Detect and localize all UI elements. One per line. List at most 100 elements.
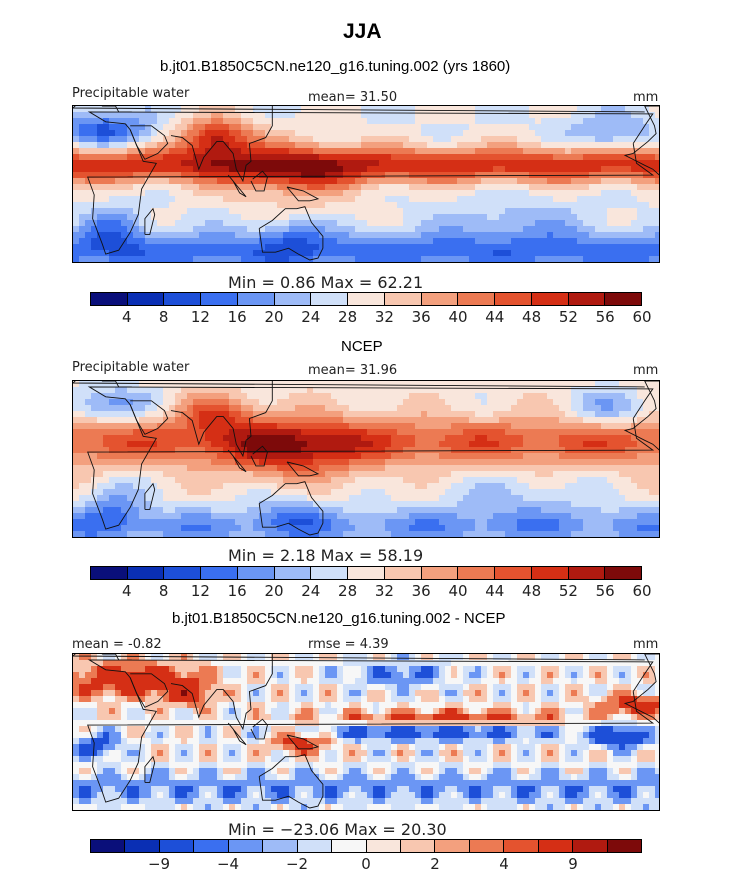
field-cell [229,154,236,161]
field-cell [577,399,584,406]
field-cell [145,465,152,472]
field-cell [193,136,200,143]
field-cell [469,471,476,478]
field-cell [655,244,659,251]
field-cell [583,405,590,412]
field-cell [427,453,434,460]
field-cell [331,399,338,406]
field-cell [427,250,434,257]
field-cell [187,190,194,197]
field-cell [625,160,632,167]
field-cell [139,495,146,502]
field-cell [205,178,212,185]
field-cell [565,220,572,227]
field-cell [601,417,608,424]
field-cell [475,465,482,472]
field-cell [589,208,596,215]
field-cell [277,262,284,263]
field-cell [451,190,458,197]
field-cell [139,136,146,143]
field-cell [181,214,188,221]
field-cell [553,489,560,496]
field-cell [355,142,362,149]
field-cell [73,130,80,137]
field-cell [589,381,596,388]
field-cell [145,238,152,245]
field-cell [115,184,122,191]
field-cell [541,112,548,119]
field-cell [415,118,422,125]
field-cell [181,208,188,215]
field-cell [121,172,128,179]
field-cell [535,393,542,400]
field-cell [97,172,104,179]
field-cell [349,483,356,490]
field-cell [535,417,542,424]
field-cell [265,160,272,167]
field-cell [397,441,404,448]
field-cell [325,184,332,191]
field-cell [337,423,344,430]
field-cell [271,118,278,125]
field-cell [343,214,350,221]
field-cell [649,202,656,209]
field-cell [469,208,476,215]
field-cell [445,399,452,406]
field-cell [265,459,272,466]
field-cell [289,148,296,155]
field-cell [223,202,230,209]
field-cell [301,238,308,245]
field-cell [361,232,368,239]
field-cell [151,226,158,233]
field-cell [529,208,536,215]
field-cell [133,423,140,430]
field-cell [169,387,176,394]
field-cell [175,381,182,388]
field-cell [499,160,506,167]
field-cell [343,411,350,418]
field-cell [109,118,116,125]
field-cell [91,202,98,209]
field-cell [595,202,602,209]
field-cell [481,142,488,149]
field-cell [103,190,110,197]
colorbar-swatch [164,293,202,305]
field-cell [535,136,542,143]
field-cell [181,124,188,131]
field-cell [235,513,242,520]
field-cell [127,196,134,203]
field-cell [481,399,488,406]
colorbar-tick-label: 36 [411,308,431,326]
field-cell [145,411,152,418]
field-cell [397,399,404,406]
field-cell [373,471,380,478]
field-cell [655,411,659,418]
field-cell [229,501,236,508]
field-cell [97,244,104,251]
field-cell [445,196,452,203]
field-cell [565,495,572,502]
field-cell [535,112,542,119]
field-cell [157,178,164,185]
field-cell [361,399,368,406]
coastline [87,111,655,255]
field-cell [217,202,224,209]
field-cell [397,238,404,245]
field-cell [595,489,602,496]
field-cell [97,471,104,478]
field-cell [217,411,224,418]
field-cell [457,238,464,245]
field-cell [211,435,218,442]
field-cell [241,453,248,460]
field-cell [241,178,248,185]
field-cell [553,142,560,149]
field-cell [307,399,314,406]
field-cell [649,250,656,257]
field-cell [187,244,194,251]
field-cell [151,507,158,514]
field-cell [355,441,362,448]
field-cell [91,453,98,460]
field-cell [217,244,224,251]
field-cell [139,244,146,251]
field-cell [355,112,362,119]
